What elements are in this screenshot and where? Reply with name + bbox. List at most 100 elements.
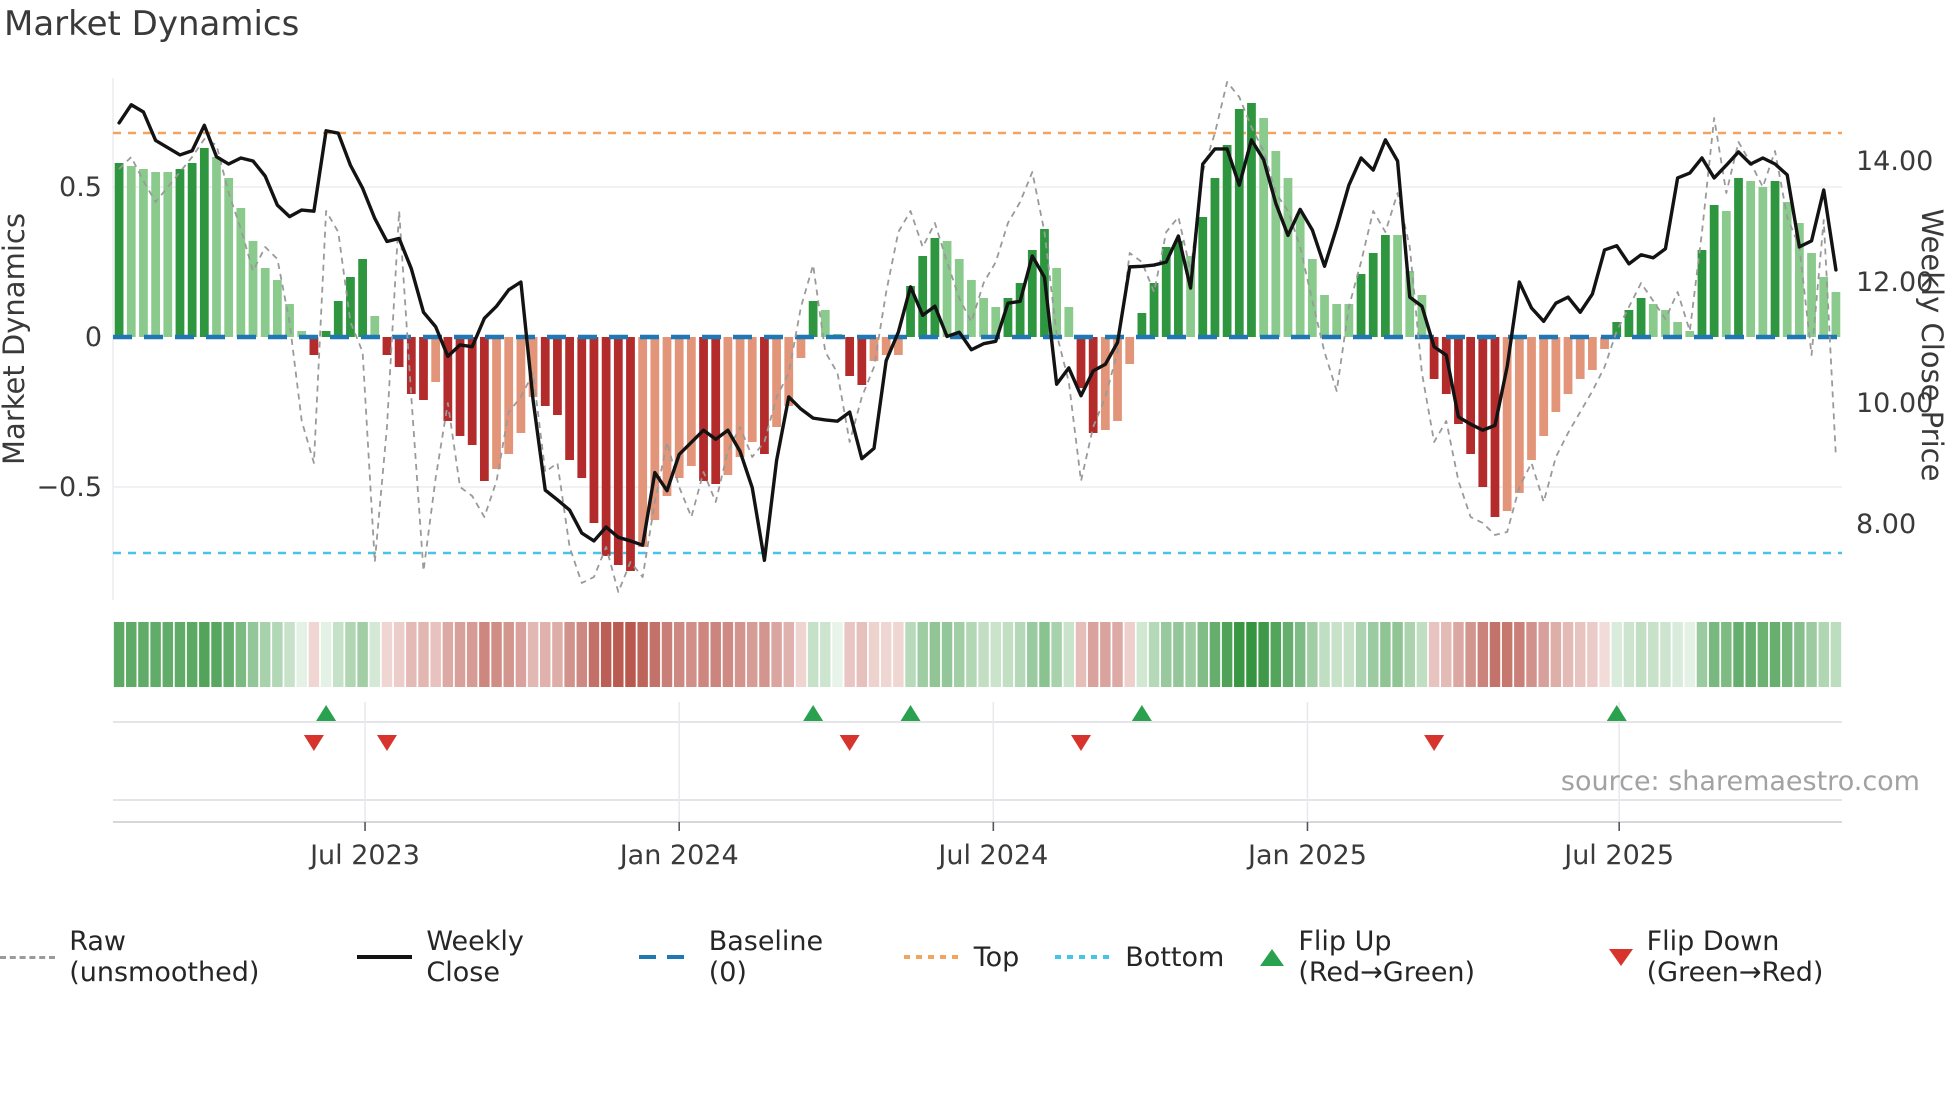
heatmap-cell — [552, 622, 563, 687]
momentum-bar — [760, 337, 769, 454]
momentum-bar — [406, 337, 416, 394]
momentum-bar — [224, 178, 234, 337]
flip-down-marker — [303, 735, 324, 751]
momentum-bar — [1527, 337, 1536, 460]
legend-label: Bottom — [1125, 941, 1225, 973]
legend-item: Weekly Close — [357, 926, 603, 988]
heatmap-cell — [868, 622, 880, 687]
heatmap-cell — [1392, 622, 1403, 687]
momentum-bar — [699, 337, 708, 481]
heatmap-cell — [333, 622, 344, 687]
momentum-bar — [1113, 337, 1122, 421]
right-tick-label: 14.00 — [1856, 146, 1933, 177]
heatmap-cell — [1343, 622, 1355, 687]
heatmap-cell — [588, 622, 600, 687]
momentum-bar — [991, 307, 1001, 337]
heatmap-cell — [613, 622, 624, 687]
momentum-bar — [735, 337, 745, 457]
momentum-bar — [419, 337, 428, 400]
heatmap-cell — [954, 622, 965, 687]
heatmap-cell — [406, 622, 417, 687]
momentum-bar — [321, 331, 331, 337]
momentum-bar — [1600, 337, 1609, 349]
heatmap-cell — [1769, 622, 1781, 687]
heatmap-cell — [211, 622, 222, 687]
momentum-bar — [175, 169, 185, 337]
heatmap-cell — [1818, 622, 1829, 687]
heatmap-cell — [1757, 622, 1769, 687]
momentum-bar — [1721, 211, 1731, 337]
weekly-close-line — [117, 103, 1838, 562]
heatmap-cell — [1002, 622, 1014, 687]
momentum-bar — [930, 238, 940, 337]
heatmap-cell — [1197, 622, 1208, 687]
heatmap-cell — [1112, 622, 1123, 687]
heatmap-cell — [1733, 622, 1744, 687]
momentum-bar — [358, 259, 367, 337]
heatmap-cell — [1294, 622, 1306, 687]
page-title: Market Dynamics — [4, 4, 300, 44]
flip-down-marker — [1424, 735, 1445, 751]
momentum-bar — [1259, 118, 1269, 337]
momentum-bar — [1551, 337, 1561, 412]
momentum-bar — [272, 280, 282, 337]
momentum-bar — [589, 337, 599, 523]
momentum-bar — [297, 331, 307, 337]
heatmap-cell — [600, 622, 612, 687]
momentum-bar — [1393, 235, 1402, 337]
heatmap-cell — [259, 622, 271, 687]
heatmap-cell — [1209, 622, 1221, 687]
momentum-bar — [1283, 178, 1293, 337]
momentum-bar — [1466, 337, 1476, 454]
legend-swatch — [357, 955, 413, 959]
momentum-bar — [151, 172, 160, 337]
momentum-bar — [857, 337, 867, 385]
flip-up-marker — [1131, 705, 1152, 721]
momentum-bar — [881, 337, 891, 355]
heatmap-cell — [491, 622, 502, 687]
legend-swatch — [1055, 955, 1112, 959]
heatmap-cell — [771, 622, 782, 687]
legend-label: Weekly Close — [426, 926, 524, 988]
momentum-bar — [906, 286, 915, 337]
legend-item: Flip Up (Red→Green) — [1260, 926, 1572, 988]
heatmap-cell — [783, 622, 795, 687]
momentum-bar — [1125, 337, 1135, 364]
legend-item: Bottom — [1055, 942, 1224, 973]
heatmap-cell — [1428, 622, 1440, 687]
momentum-bar — [370, 316, 380, 337]
legend-swatch — [639, 955, 695, 959]
flip-up-marker — [1606, 705, 1627, 721]
heatmap-cell — [174, 622, 186, 687]
heatmap-cell — [1367, 622, 1379, 687]
momentum-bar — [492, 337, 501, 469]
momentum-bar — [1563, 337, 1573, 394]
momentum-bar — [967, 280, 976, 337]
flip-up-legend-icon — [1260, 948, 1285, 966]
heatmap-cell — [150, 622, 161, 687]
legend-item: Flip Down (Green→Red) — [1608, 926, 1960, 988]
momentum-bar — [1198, 217, 1208, 337]
momentum-bar — [1234, 109, 1244, 337]
momentum-bar — [114, 163, 124, 337]
momentum-bar — [808, 301, 818, 337]
heatmap-cell — [1331, 622, 1342, 687]
heatmap-cell — [345, 622, 356, 687]
right-tick-label: 8.00 — [1856, 509, 1916, 540]
momentum-bar — [1344, 304, 1354, 337]
x-tick-label: Jan 2024 — [618, 840, 739, 871]
momentum-bar — [382, 337, 392, 355]
momentum-bar — [1612, 322, 1622, 337]
heatmap-cell — [503, 622, 514, 687]
momentum-bar — [1648, 304, 1658, 337]
heatmap-cell — [1696, 622, 1708, 687]
heatmap-cell — [1562, 622, 1574, 687]
momentum-bar — [1417, 295, 1427, 337]
right-tick-label: 12.00 — [1856, 267, 1933, 298]
momentum-bar — [1247, 103, 1256, 337]
legend-label: Flip Down (Green→Red) — [1646, 926, 1824, 988]
x-tick-label: Jul 2025 — [1562, 840, 1674, 871]
source-credit: source: sharemaestro.com — [1560, 766, 1920, 797]
heatmap-cell — [1160, 622, 1172, 687]
heatmap-cell — [1234, 622, 1245, 687]
